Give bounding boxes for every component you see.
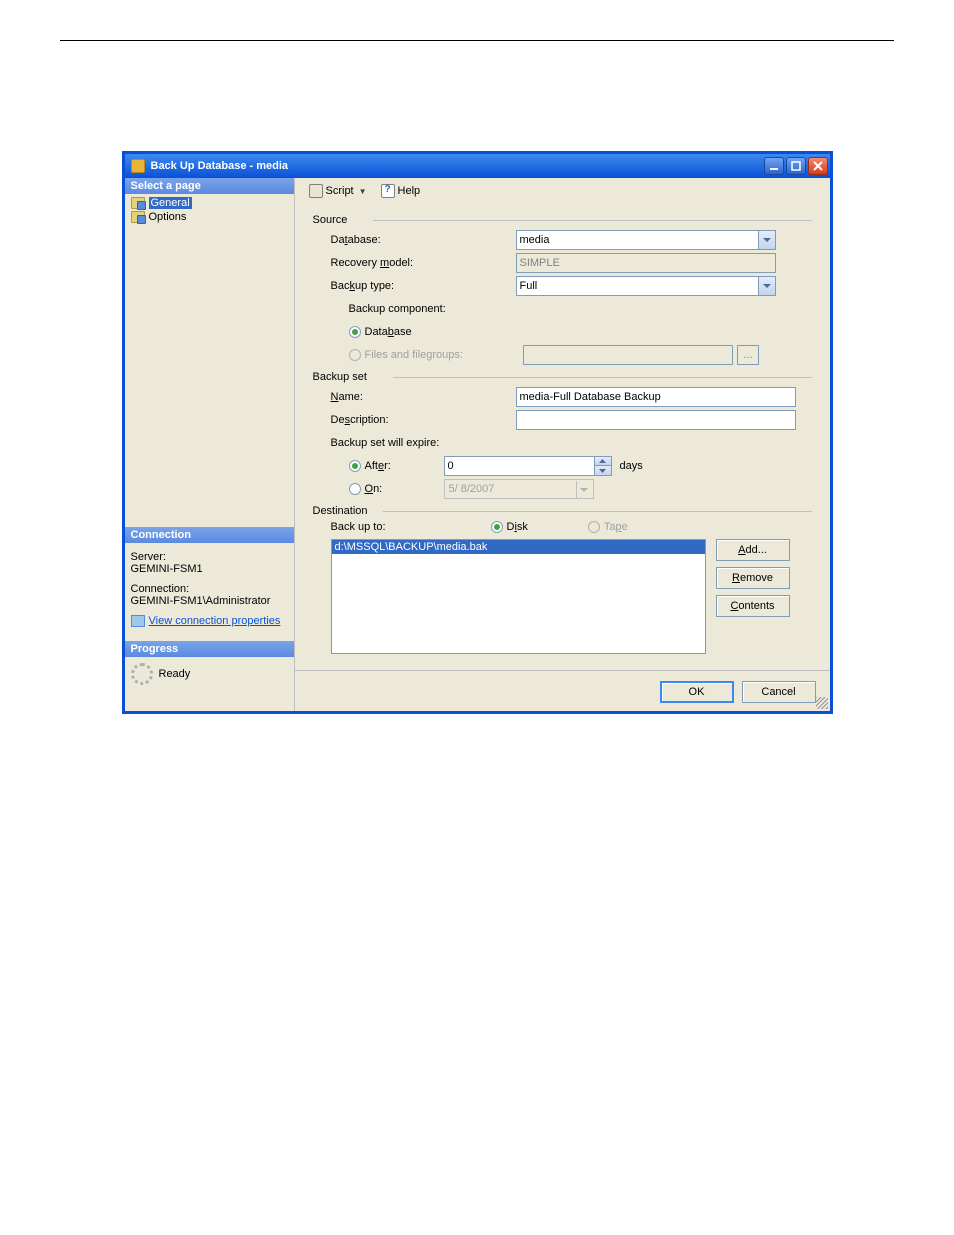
- source-legend: Source: [313, 214, 812, 226]
- after-label: After:: [365, 460, 391, 472]
- destination-legend: Destination: [313, 505, 812, 517]
- on-date-value: 5/ 8/2007: [449, 483, 495, 495]
- after-unit: days: [620, 460, 643, 472]
- content-panel: Script ▼ Help Source Database:: [295, 178, 830, 711]
- spin-down-icon[interactable]: [595, 466, 611, 475]
- chevron-down-icon: ▼: [359, 187, 367, 196]
- backup-dialog: Back Up Database - media Select a page: [122, 151, 833, 714]
- database-select[interactable]: media: [516, 230, 776, 250]
- expire-label: Backup set will expire:: [331, 437, 516, 449]
- disk-label: Disk: [507, 521, 528, 533]
- description-input[interactable]: [516, 410, 796, 430]
- radio-icon: [349, 460, 361, 472]
- backup-set-legend: Backup set: [313, 371, 812, 383]
- sidebar-item-general[interactable]: General: [129, 196, 290, 210]
- script-button[interactable]: Script ▼: [305, 182, 371, 200]
- after-spinner[interactable]: [444, 456, 612, 476]
- backup-type-combo[interactable]: Full: [516, 276, 776, 296]
- on-label: On:: [365, 483, 383, 495]
- link-label: View connection properties: [149, 615, 281, 627]
- connection-value: GEMINI-FSM1\Administrator: [131, 595, 288, 607]
- help-label: Help: [398, 185, 421, 197]
- progress-icon: [131, 663, 153, 685]
- radio-after[interactable]: After:: [349, 460, 444, 472]
- window-title: Back Up Database - media: [151, 160, 764, 172]
- radio-icon: [349, 326, 361, 338]
- contents-button[interactable]: Contents: [716, 595, 790, 617]
- recovery-model-label: Recovery model:: [331, 257, 516, 269]
- properties-icon: [131, 615, 145, 627]
- progress-header: Progress: [125, 641, 294, 657]
- name-label: Name:: [331, 391, 516, 403]
- page-icon: [131, 197, 145, 209]
- description-label: Description:: [331, 414, 516, 426]
- maximize-button[interactable]: [786, 157, 806, 175]
- ok-button[interactable]: OK: [660, 681, 734, 703]
- toolbar: Script ▼ Help: [295, 178, 830, 204]
- radio-on[interactable]: On:: [349, 483, 444, 495]
- radio-tape: Tape: [588, 521, 628, 533]
- radio-icon: [349, 483, 361, 495]
- backup-component-label: Backup component:: [331, 303, 516, 315]
- on-date-field: 5/ 8/2007: [444, 479, 594, 499]
- server-value: GEMINI-FSM1: [131, 563, 288, 575]
- backup-type-select[interactable]: Full: [516, 276, 776, 296]
- radio-files-label: Files and filegroups:: [365, 349, 463, 361]
- recovery-model-value: SIMPLE: [516, 253, 776, 273]
- cancel-button[interactable]: Cancel: [742, 681, 816, 703]
- view-connection-properties-link[interactable]: View connection properties: [131, 615, 288, 627]
- back-up-to-label: Back up to:: [331, 521, 451, 533]
- radio-database[interactable]: Database: [349, 326, 412, 338]
- resize-grip-icon[interactable]: [816, 697, 828, 709]
- chevron-down-icon: [576, 481, 592, 498]
- sidebar: Select a page General Options Connection…: [125, 178, 295, 711]
- titlebar[interactable]: Back Up Database - media: [125, 154, 830, 178]
- select-page-header: Select a page: [125, 178, 294, 194]
- help-icon: [381, 184, 395, 198]
- help-button[interactable]: Help: [377, 182, 425, 200]
- connection-header: Connection: [125, 527, 294, 543]
- spin-up-icon[interactable]: [595, 457, 611, 466]
- script-label: Script: [326, 185, 354, 197]
- sidebar-item-label: General: [149, 197, 192, 209]
- progress-status: Ready: [159, 668, 191, 680]
- database-combo[interactable]: media: [516, 230, 776, 250]
- radio-icon: [588, 521, 600, 533]
- script-icon: [309, 184, 323, 198]
- after-input[interactable]: [444, 456, 594, 476]
- connection-label: Connection:: [131, 583, 288, 595]
- app-icon: [131, 159, 145, 173]
- add-button[interactable]: Add...: [716, 539, 790, 561]
- dialog-footer: OK Cancel: [295, 670, 830, 711]
- minimize-button[interactable]: [764, 157, 784, 175]
- page-icon: [131, 211, 145, 223]
- destination-list[interactable]: d:\MSSQL\BACKUP\media.bak: [331, 539, 706, 654]
- radio-files: Files and filegroups:: [349, 349, 463, 361]
- tape-label: Tape: [604, 521, 628, 533]
- backup-type-label: Backup type:: [331, 280, 516, 292]
- radio-database-label: Database: [365, 326, 412, 338]
- browse-files-button: ...: [737, 345, 759, 365]
- server-label: Server:: [131, 551, 288, 563]
- database-label: Database:: [331, 234, 516, 246]
- radio-disk[interactable]: Disk: [491, 521, 528, 533]
- sidebar-item-label: Options: [149, 211, 187, 223]
- files-filegroups-field: [523, 345, 733, 365]
- radio-icon: [491, 521, 503, 533]
- radio-icon: [349, 349, 361, 361]
- destination-path[interactable]: d:\MSSQL\BACKUP\media.bak: [332, 540, 705, 554]
- page-rule: [60, 40, 894, 41]
- remove-button[interactable]: Remove: [716, 567, 790, 589]
- sidebar-item-options[interactable]: Options: [129, 210, 290, 224]
- name-input[interactable]: [516, 387, 796, 407]
- close-button[interactable]: [808, 157, 828, 175]
